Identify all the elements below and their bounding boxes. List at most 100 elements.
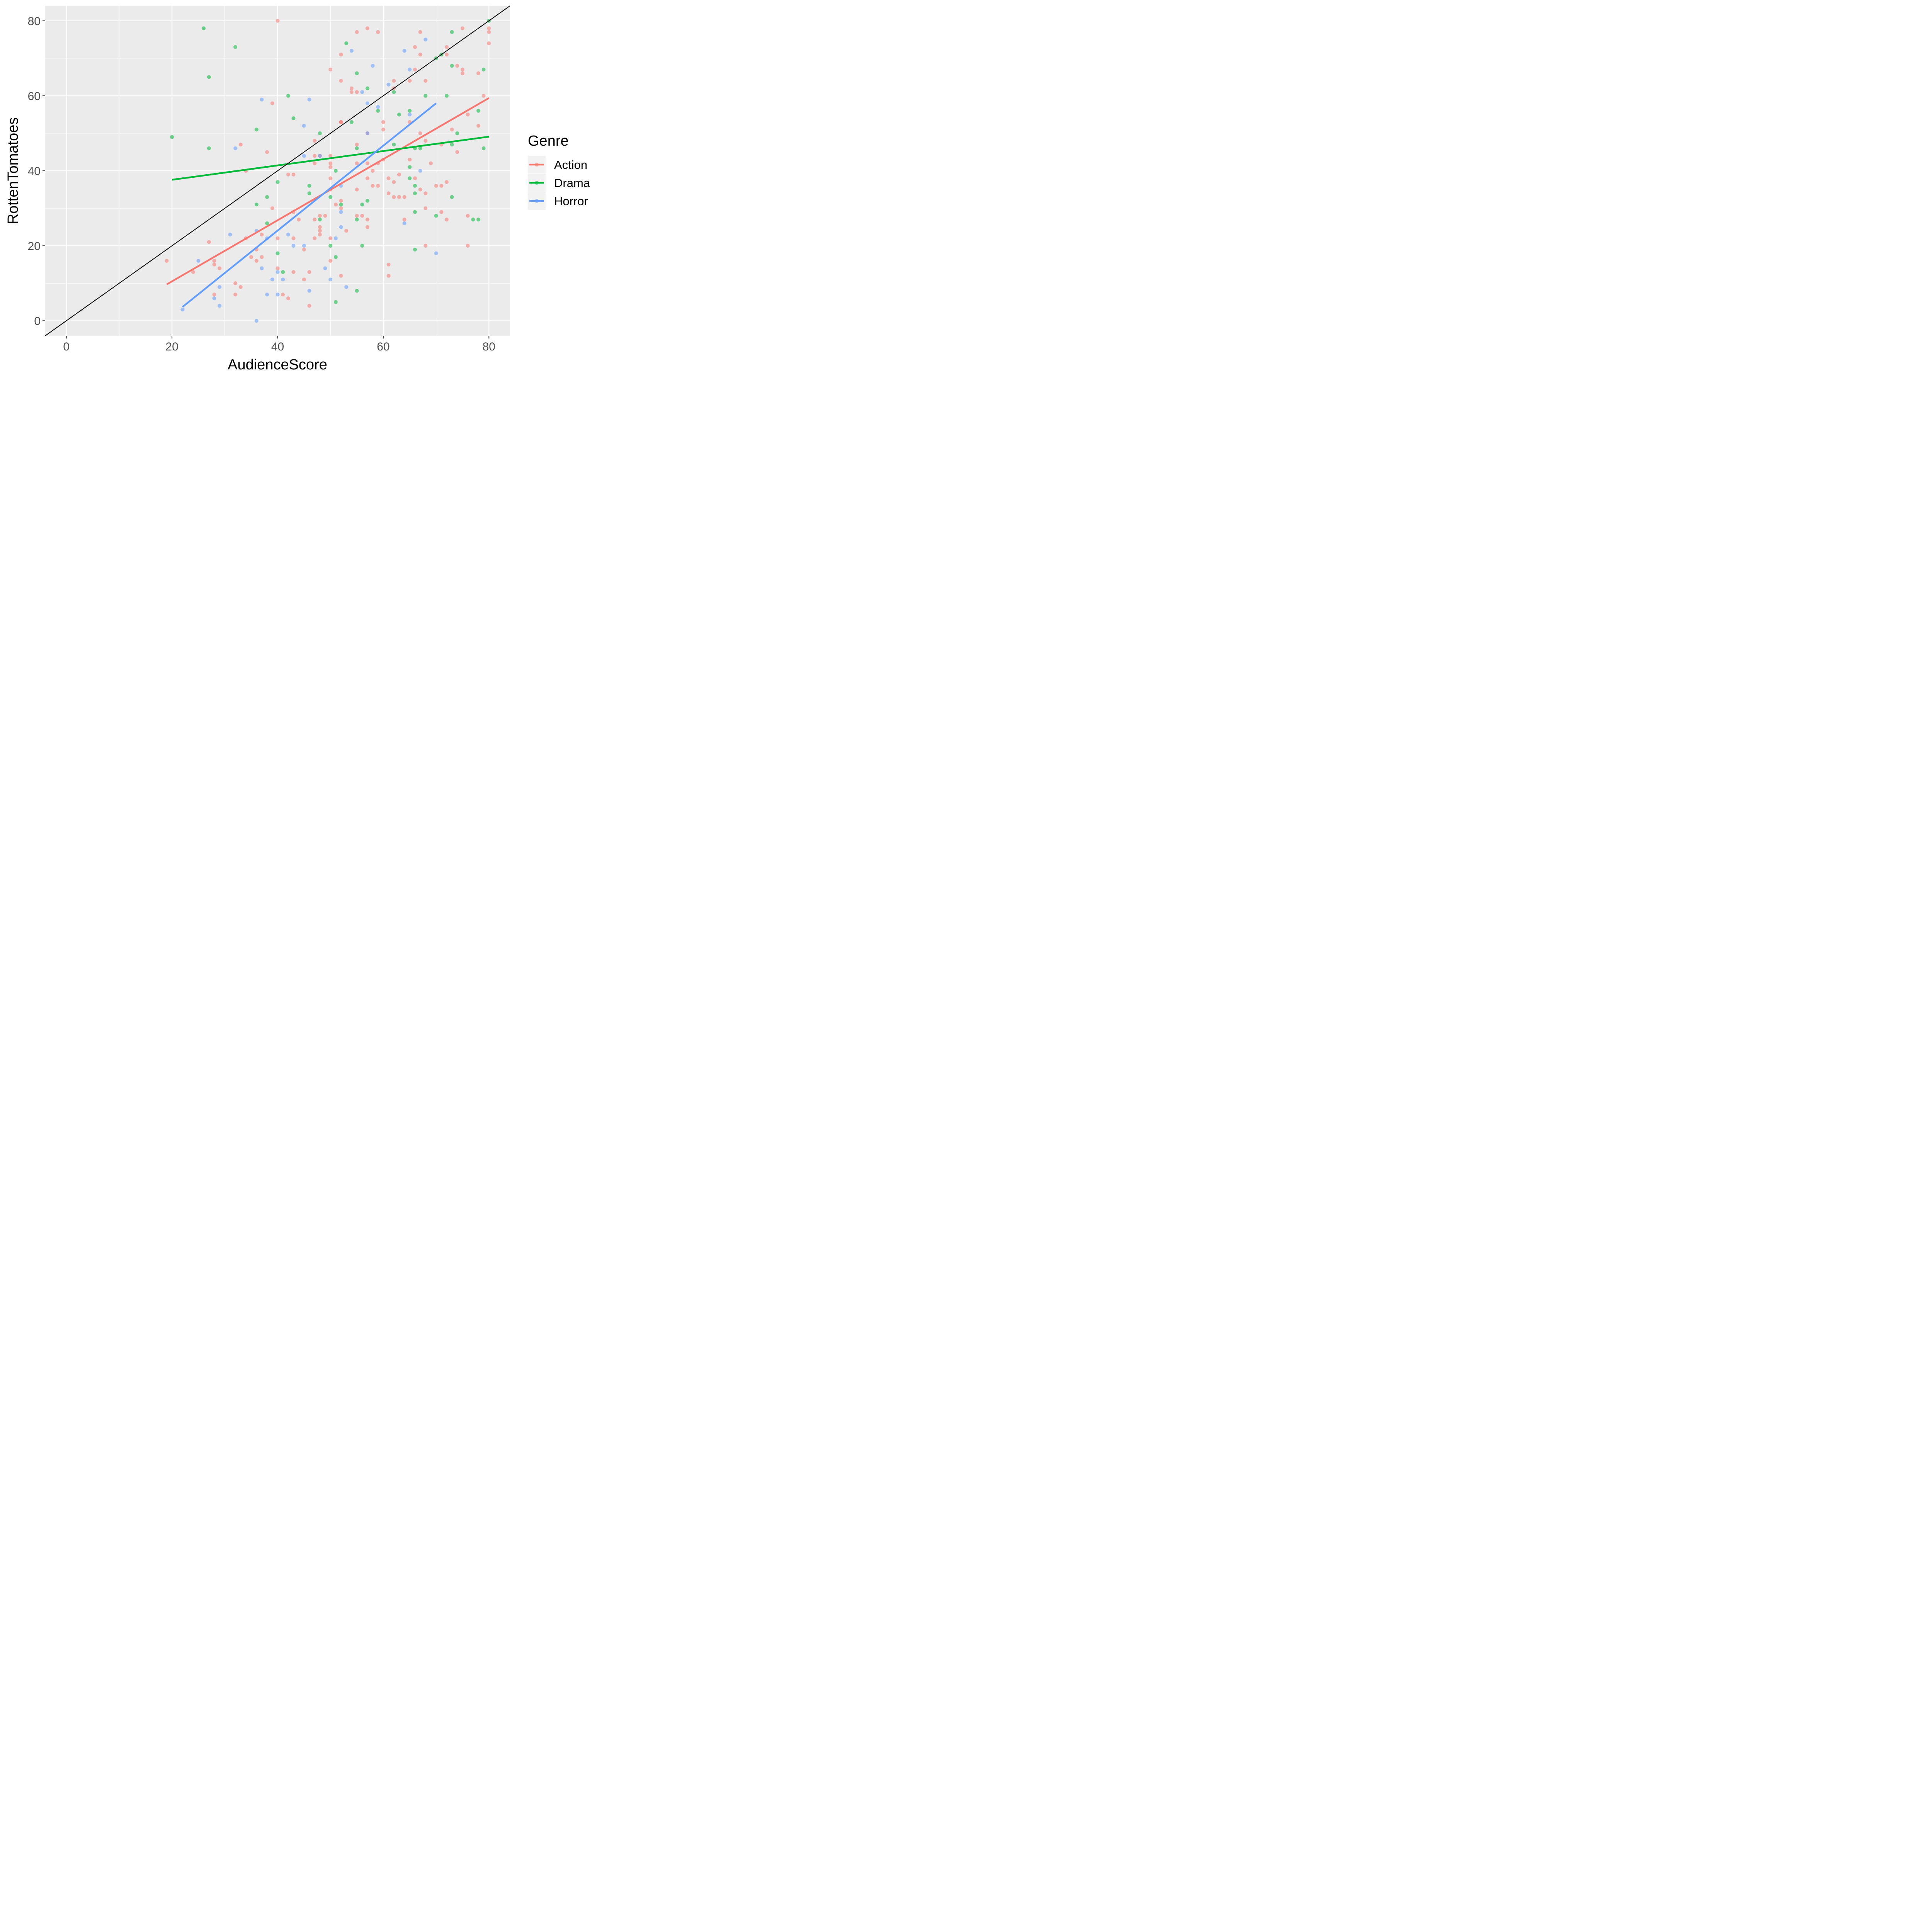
point-drama: [276, 180, 280, 184]
point-horror: [323, 266, 327, 270]
point-horror: [196, 259, 201, 263]
point-drama: [408, 176, 412, 180]
point-horror: [265, 293, 269, 297]
point-action: [328, 67, 333, 71]
point-action: [376, 30, 380, 34]
point-action: [313, 154, 317, 158]
point-drama: [207, 75, 211, 79]
point-action: [444, 218, 449, 222]
point-drama: [276, 251, 280, 255]
point-action: [455, 64, 459, 68]
point-drama: [392, 143, 396, 147]
point-drama: [360, 244, 364, 248]
point-action: [444, 53, 449, 57]
point-drama: [170, 135, 174, 139]
point-drama: [328, 195, 333, 199]
point-action: [418, 30, 422, 34]
point-action: [291, 236, 296, 240]
point-action: [249, 255, 253, 259]
y-tick-label: 80: [28, 15, 41, 28]
point-drama: [318, 218, 322, 222]
point-action: [313, 139, 317, 143]
point-horror: [270, 277, 274, 282]
point-action: [339, 206, 343, 211]
point-action: [265, 150, 269, 154]
fit-lines: [166, 97, 490, 308]
point-horror: [276, 293, 280, 297]
point-action: [307, 304, 311, 308]
point-action: [328, 165, 333, 169]
point-drama: [286, 94, 290, 98]
point-drama: [307, 191, 311, 196]
point-horror: [228, 232, 232, 236]
point-drama: [233, 45, 238, 49]
point-action: [481, 94, 486, 98]
point-drama: [418, 146, 422, 150]
point-horror: [291, 244, 296, 248]
reference-line-layer: [45, 5, 510, 336]
point-action: [212, 259, 216, 263]
point-horror: [307, 289, 311, 293]
point-drama: [413, 247, 417, 252]
point-action: [466, 214, 470, 218]
point-horror: [349, 49, 354, 53]
point-action: [413, 45, 417, 49]
point-action: [381, 128, 385, 132]
point-action: [476, 124, 480, 128]
legend-key-point: [535, 163, 539, 167]
x-tick-label: 20: [165, 340, 178, 353]
y-tick-label: 60: [28, 90, 41, 103]
point-horror: [408, 112, 412, 117]
point-action: [355, 161, 359, 165]
point-action: [323, 214, 327, 218]
point-action: [165, 259, 169, 263]
point-action: [434, 184, 438, 188]
point-drama: [423, 94, 428, 98]
point-drama: [355, 146, 359, 150]
legend-entry-horror: Horror: [528, 192, 588, 210]
point-action: [392, 180, 396, 184]
point-drama: [202, 26, 206, 31]
point-action: [302, 247, 306, 252]
point-action: [349, 86, 354, 90]
point-horror: [286, 232, 290, 236]
point-action: [302, 277, 306, 282]
point-action: [297, 218, 301, 222]
point-action: [386, 191, 391, 196]
point-action: [355, 143, 359, 147]
point-drama: [450, 195, 454, 199]
point-action: [386, 262, 391, 267]
point-action: [291, 270, 296, 274]
x-axis: 0 20 40 60 80: [63, 336, 495, 353]
point-horror: [333, 236, 338, 240]
point-drama: [376, 109, 380, 113]
point-action: [487, 26, 491, 31]
point-horror: [218, 304, 222, 308]
point-action: [276, 266, 280, 270]
point-drama: [328, 244, 333, 248]
point-drama: [413, 210, 417, 214]
point-action: [339, 79, 343, 83]
point-drama: [333, 300, 338, 304]
point-horror: [260, 97, 264, 102]
point-action: [402, 195, 406, 199]
point-horror: [212, 296, 216, 300]
point-action: [439, 184, 444, 188]
point-action: [466, 112, 470, 117]
point-action: [408, 157, 412, 162]
point-action: [423, 191, 428, 196]
point-action: [254, 259, 259, 263]
point-action: [476, 71, 480, 75]
point-horror: [423, 37, 428, 42]
point-action: [423, 139, 428, 143]
y-axis-title: RottenTomatoes: [5, 117, 21, 224]
y-tick-label: 0: [34, 315, 41, 328]
point-action: [402, 218, 406, 222]
fit-line-horror: [182, 102, 437, 308]
point-action: [313, 161, 317, 165]
point-horror: [328, 277, 333, 282]
point-drama: [450, 64, 454, 68]
point-horror: [260, 266, 264, 270]
point-action: [339, 274, 343, 278]
point-action: [281, 293, 285, 297]
